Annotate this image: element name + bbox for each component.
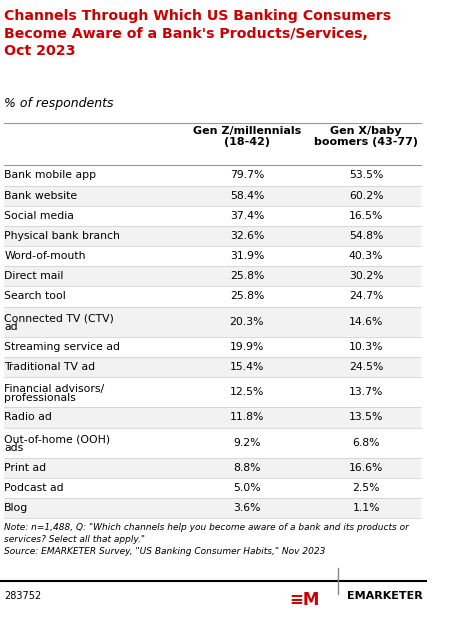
Text: professionals: professionals [4,392,76,403]
Text: EMARKETER: EMARKETER [347,591,423,601]
Text: ≡M: ≡M [290,591,320,609]
Text: Word-of-mouth: Word-of-mouth [4,251,86,261]
Text: 24.5%: 24.5% [349,362,384,372]
Text: 3.6%: 3.6% [233,503,261,513]
Text: 1.1%: 1.1% [352,503,380,513]
Text: Podcast ad: Podcast ad [4,483,64,493]
Text: 20.3%: 20.3% [230,317,264,326]
Text: ads: ads [4,443,24,453]
Text: Gen X/baby
boomers (43-77): Gen X/baby boomers (43-77) [314,126,418,147]
Text: 15.4%: 15.4% [230,362,264,372]
Text: 40.3%: 40.3% [349,251,384,261]
Text: 79.7%: 79.7% [230,170,264,180]
Bar [4,286,422,307]
Text: 24.7%: 24.7% [349,291,384,302]
Bar [4,498,422,518]
Text: Traditional TV ad: Traditional TV ad [4,362,95,372]
Text: 12.5%: 12.5% [230,387,264,397]
Text: Social media: Social media [4,211,74,221]
Text: 11.8%: 11.8% [230,412,264,423]
Text: 13.5%: 13.5% [349,412,384,423]
Text: 54.8%: 54.8% [349,231,384,241]
Text: ad: ad [4,322,18,332]
Text: 32.6%: 32.6% [230,231,264,241]
Text: 60.2%: 60.2% [349,191,384,201]
Text: 30.2%: 30.2% [349,271,384,281]
Text: Radio ad: Radio ad [4,412,52,423]
Text: 37.4%: 37.4% [230,211,264,221]
Text: 5.0%: 5.0% [233,483,261,493]
Text: 13.7%: 13.7% [349,387,384,397]
Text: Direct mail: Direct mail [4,271,63,281]
Text: Physical bank branch: Physical bank branch [4,231,120,241]
Text: 2.5%: 2.5% [352,483,380,493]
Bar [4,478,422,498]
Text: 6.8%: 6.8% [352,437,380,448]
Bar [4,357,422,377]
Text: % of respondents: % of respondents [4,97,114,110]
Text: 25.8%: 25.8% [230,291,264,302]
Text: 16.5%: 16.5% [349,211,384,221]
Text: 9.2%: 9.2% [233,437,261,448]
Text: 8.8%: 8.8% [233,463,261,473]
Bar [4,165,422,186]
Text: 10.3%: 10.3% [349,342,384,352]
Text: Blog: Blog [4,503,29,513]
Bar [4,246,422,266]
Text: Search tool: Search tool [4,291,66,302]
Text: Note: n=1,488, Q: "Which channels help you become aware of a bank and its produc: Note: n=1,488, Q: "Which channels help y… [4,523,409,556]
Text: 283752: 283752 [4,591,41,601]
Text: 25.8%: 25.8% [230,271,264,281]
Text: Print ad: Print ad [4,463,47,473]
Bar [4,407,422,428]
Bar [4,307,422,337]
Text: Streaming service ad: Streaming service ad [4,342,120,352]
Text: 14.6%: 14.6% [349,317,384,326]
Text: 53.5%: 53.5% [349,170,384,180]
Text: Channels Through Which US Banking Consumers
Become Aware of a Bank's Products/Se: Channels Through Which US Banking Consum… [4,9,392,58]
Bar [4,377,422,407]
Bar [4,226,422,246]
Text: 58.4%: 58.4% [230,191,264,201]
Bar [4,186,422,205]
Text: 31.9%: 31.9% [230,251,264,261]
Text: Gen Z/millennials
(18-42): Gen Z/millennials (18-42) [193,126,301,147]
Bar [4,428,422,458]
Bar [4,266,422,286]
Text: Bank website: Bank website [4,191,78,201]
Text: 19.9%: 19.9% [230,342,264,352]
Bar [4,205,422,226]
Text: Out-of-home (OOH): Out-of-home (OOH) [4,434,110,444]
Text: Connected TV (CTV): Connected TV (CTV) [4,313,114,323]
Text: 16.6%: 16.6% [349,463,384,473]
Text: Financial advisors/: Financial advisors/ [4,384,104,394]
Bar [4,458,422,478]
Text: Bank mobile app: Bank mobile app [4,170,96,180]
Bar [4,337,422,357]
